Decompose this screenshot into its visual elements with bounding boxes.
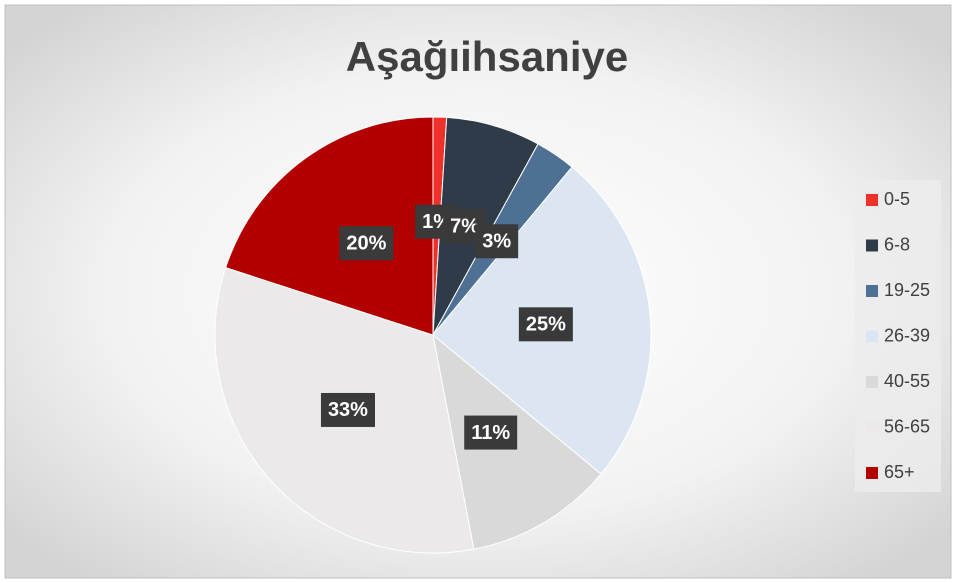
chart-title: Aşağıihsaniye	[346, 33, 628, 80]
data-label: 11%	[471, 422, 510, 444]
legend-label: 65+	[884, 462, 915, 482]
legend-swatch	[866, 330, 878, 343]
legend-label: 26-39	[884, 325, 930, 345]
data-label-box	[339, 226, 394, 261]
data-label-box	[320, 392, 375, 427]
legend-swatch	[866, 239, 878, 252]
data-label: 3%	[482, 231, 511, 253]
legend-label: 40-55	[884, 371, 930, 391]
pie-slice	[225, 116, 434, 336]
legend-label: 19-25	[884, 280, 930, 300]
legend-swatch	[866, 421, 878, 434]
legend-label: 6-8	[884, 234, 910, 254]
data-label-box	[475, 224, 519, 259]
data-label-box	[464, 415, 518, 450]
legend-swatch	[866, 467, 878, 479]
data-label: 33%	[328, 399, 368, 421]
data-label: 20%	[346, 233, 386, 255]
data-label: 7%	[450, 215, 479, 237]
legend-label: 56-65	[884, 416, 930, 436]
legend-label: 0-5	[884, 189, 910, 209]
data-label: 25%	[526, 314, 566, 336]
legend-swatch	[866, 376, 878, 388]
legend-swatch	[866, 194, 878, 206]
legend-swatch	[866, 285, 878, 297]
data-label-box	[518, 307, 573, 342]
